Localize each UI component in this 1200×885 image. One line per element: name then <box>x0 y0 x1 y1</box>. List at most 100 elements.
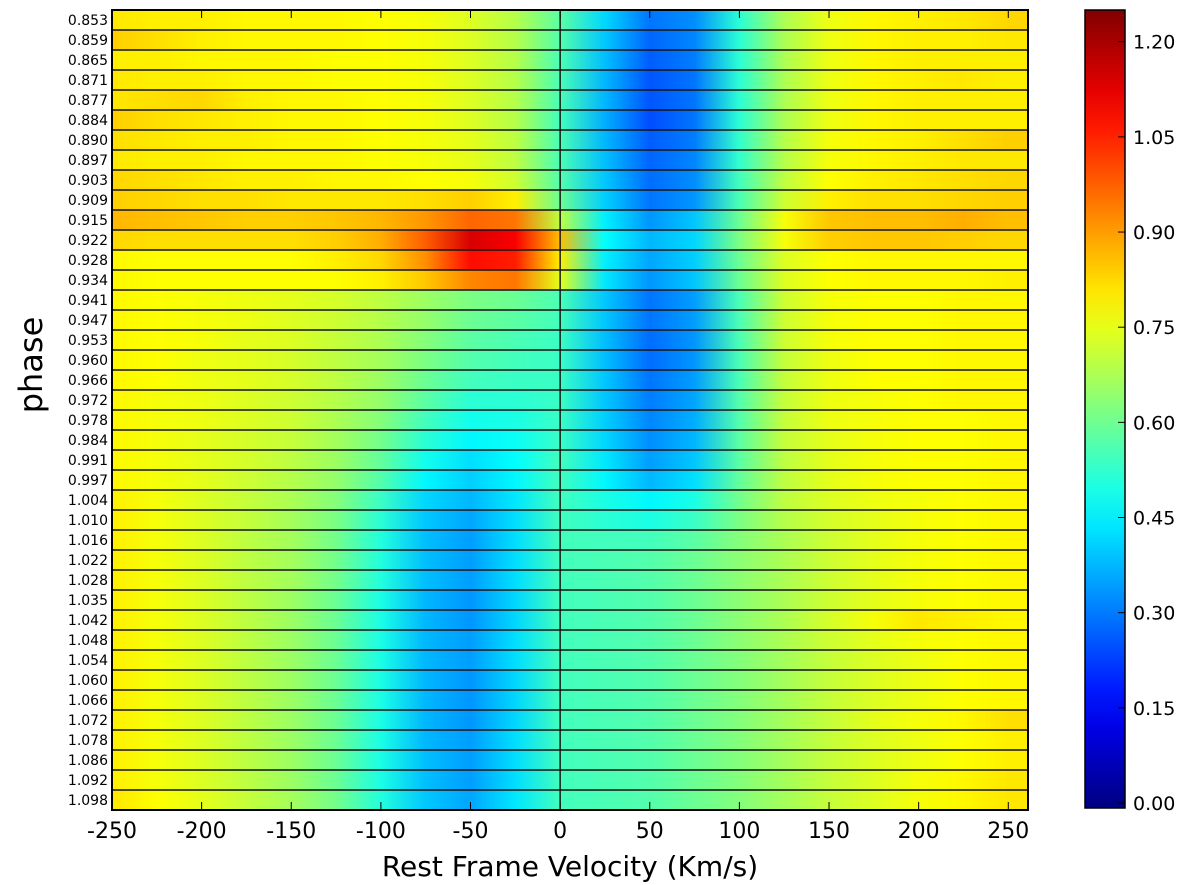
x-tick-label: -250 <box>87 819 137 844</box>
y-tick-label: 0.915 <box>68 213 108 229</box>
heatmap-rows <box>112 10 1028 811</box>
row-separators <box>112 29 1028 791</box>
heatmap-row <box>112 630 1028 651</box>
heatmap-row <box>112 330 1028 351</box>
x-tick-label: 0 <box>553 819 567 844</box>
y-tick-label: 0.897 <box>68 153 108 169</box>
x-tick-label: 200 <box>898 819 940 844</box>
x-tick-label: -200 <box>177 819 227 844</box>
y-tick-label: 1.098 <box>68 793 108 809</box>
y-tick-label: 0.903 <box>68 173 108 189</box>
y-tick-label: 0.934 <box>68 273 108 289</box>
heatmap-row <box>112 290 1028 311</box>
y-tick-label: 0.890 <box>68 133 108 149</box>
heatmap-row <box>112 690 1028 711</box>
colorbar-tick-label: 1.05 <box>1133 127 1175 149</box>
colorbar-tick-label: 0.90 <box>1133 222 1175 244</box>
heatmap-row <box>112 710 1028 731</box>
colorbar-tick-label: 0.75 <box>1133 317 1175 339</box>
y-tick-label: 1.092 <box>68 773 108 789</box>
heatmap-row <box>112 510 1028 531</box>
y-tick-label: 0.865 <box>68 53 108 69</box>
heatmap-row <box>112 590 1028 611</box>
y-tick-label: 0.997 <box>68 473 108 489</box>
y-tick-label: 0.871 <box>68 73 108 89</box>
y-tick-label: 0.991 <box>68 453 108 469</box>
y-tick-label: 0.922 <box>68 233 108 249</box>
heatmap-row <box>112 770 1028 791</box>
y-tick-label: 0.909 <box>68 193 108 209</box>
heatmap-row <box>112 310 1028 331</box>
heatmap-row <box>112 750 1028 771</box>
y-tick-label: 1.022 <box>68 553 108 569</box>
y-tick-label: 1.072 <box>68 713 108 729</box>
y-tick-label: 1.028 <box>68 573 108 589</box>
colorbar-gradient <box>1084 9 1126 809</box>
heatmap-row <box>112 470 1028 491</box>
y-tick-label: 1.004 <box>68 493 108 509</box>
heatmap-row <box>112 150 1028 171</box>
plot-frame <box>111 9 1029 811</box>
y-tick-label: 0.960 <box>68 353 108 369</box>
colorbar-tick-label: 0.45 <box>1133 508 1175 530</box>
heatmap-row <box>112 350 1028 371</box>
heatmap-row <box>112 610 1028 631</box>
heatmap-row <box>112 490 1028 511</box>
heatmap-row <box>112 410 1028 431</box>
y-tick-label: 0.947 <box>68 313 108 329</box>
y-tick-label: 1.010 <box>68 513 108 529</box>
y-tick-label: 1.060 <box>68 673 108 689</box>
heatmap-row <box>112 30 1028 51</box>
heatmap-row <box>112 230 1028 251</box>
y-tick-label: 0.859 <box>68 33 108 49</box>
y-tick-label: 0.966 <box>68 373 108 389</box>
heatmap-row <box>112 70 1028 91</box>
axes: 0.853 0.859 0.865 0.871 0.877 0.884 0.890 0.897… <box>68 9 1029 844</box>
heatmap-row <box>112 450 1028 471</box>
x-tick-label: 100 <box>718 819 760 844</box>
colorbar-tick-label: 0.60 <box>1133 412 1175 434</box>
heatmap-row <box>112 270 1028 291</box>
y-tick-label: 1.086 <box>68 753 108 769</box>
y-tick-label: 1.054 <box>68 653 108 669</box>
y-tick-label: 0.984 <box>68 433 108 449</box>
x-axis-label: Rest Frame Velocity (Km/s) <box>382 850 758 883</box>
y-tick-label: 0.941 <box>68 293 108 309</box>
heatmap-row <box>112 650 1028 671</box>
y-tick-label: 1.066 <box>68 693 108 709</box>
colorbar-tick-label: 0.15 <box>1133 698 1175 720</box>
y-tick-label: 0.853 <box>68 13 108 29</box>
x-tick-label: 250 <box>987 819 1029 844</box>
y-tick-label: 0.877 <box>68 93 108 109</box>
heatmap-row <box>112 130 1028 151</box>
y-tick-label: 1.078 <box>68 733 108 749</box>
colorbar-tick-label: 1.20 <box>1133 32 1175 54</box>
y-tick-label: 1.048 <box>68 633 108 649</box>
heatmap-row <box>112 110 1028 131</box>
y-tick-label: 1.042 <box>68 613 108 629</box>
colorbar-tick-label: 0.30 <box>1133 603 1175 625</box>
y-tick-label: 0.884 <box>68 113 108 129</box>
x-tick-label: -50 <box>453 819 489 844</box>
colorbar: 0.00 0.15 0.30 0.45 0.60 0.75 0.90 1.05 1.20 <box>1084 9 1175 815</box>
heatmap-row <box>112 530 1028 551</box>
heatmap-row <box>112 210 1028 231</box>
heatmap-row <box>112 670 1028 691</box>
heatmap-row <box>112 550 1028 571</box>
heatmap-row <box>112 190 1028 211</box>
x-tick-label: -150 <box>266 819 316 844</box>
heatmap-row <box>112 250 1028 271</box>
heatmap-row <box>112 390 1028 411</box>
x-tick-label: -100 <box>356 819 406 844</box>
heatmap-row <box>112 370 1028 391</box>
heatmap-row <box>112 430 1028 451</box>
x-tick-label: 150 <box>808 819 850 844</box>
y-tick-label: 1.035 <box>68 593 108 609</box>
heatmap-row <box>112 10 1028 31</box>
y-axis-label: phase <box>12 317 50 414</box>
heatmap-row <box>112 570 1028 591</box>
y-tick-label: 1.016 <box>68 533 108 549</box>
y-tick-label: 0.928 <box>68 253 108 269</box>
y-tick-label: 0.953 <box>68 333 108 349</box>
